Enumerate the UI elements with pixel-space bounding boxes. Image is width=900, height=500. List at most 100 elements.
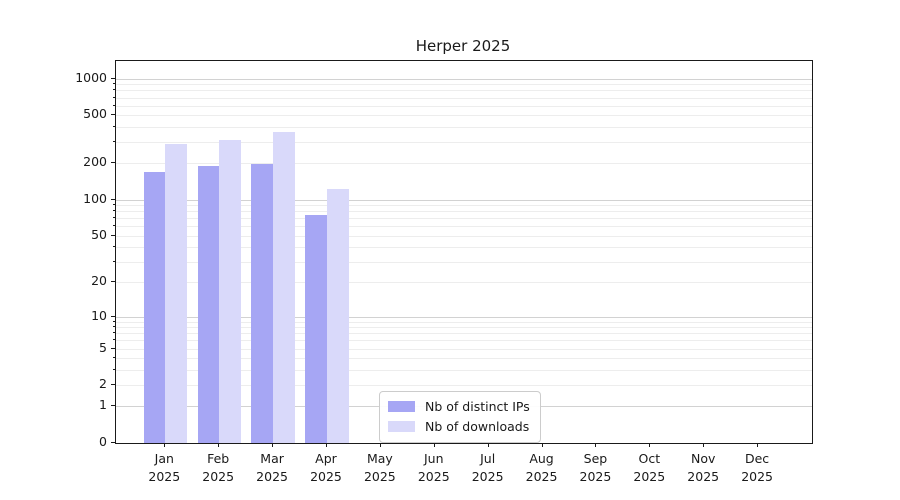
y-tick-mark [111, 77, 115, 79]
y-minor-tick-mark [112, 281, 115, 283]
y-minor-tick-mark [112, 332, 115, 334]
y-gridline-minor [116, 282, 812, 284]
y-tick-label: 2 [99, 376, 107, 392]
x-tick-mark [757, 443, 759, 447]
x-tick-label: Jul 2025 [471, 451, 504, 484]
y-gridline-minor [116, 261, 812, 263]
y-gridline-minor [116, 126, 812, 128]
legend-swatch-downloads [388, 420, 415, 432]
x-tick-mark [433, 443, 435, 447]
bar-distinct-ips [143, 171, 166, 443]
legend: Nb of distinct IPs Nb of downloads [379, 391, 541, 443]
y-tick-label: 20 [91, 273, 107, 289]
y-tick-label: 10 [91, 307, 107, 323]
y-minor-tick-mark [112, 125, 115, 127]
y-gridline-minor [116, 385, 812, 387]
x-tick-mark [595, 443, 597, 447]
y-gridline-minor [116, 333, 812, 335]
y-minor-tick-mark [112, 89, 115, 91]
legend-row: Nb of distinct IPs [388, 397, 530, 417]
y-minor-tick-mark [112, 162, 115, 164]
y-gridline-minor [116, 340, 812, 342]
bar-distinct-ips [305, 215, 327, 443]
y-gridline-minor [116, 97, 812, 99]
bar-distinct-ips [251, 164, 274, 443]
y-tick-label: 100 [83, 190, 107, 206]
y-gridline-minor [116, 115, 812, 117]
chart-title: Herper 2025 [415, 37, 511, 55]
y-minor-tick-mark [112, 368, 115, 370]
y-gridline-minor [116, 348, 812, 350]
x-tick-mark [541, 443, 543, 447]
y-minor-tick-mark [112, 347, 115, 349]
bar-downloads [165, 143, 187, 443]
y-gridline-minor [116, 358, 812, 360]
x-tick-mark [379, 443, 381, 447]
y-minor-tick-mark [112, 210, 115, 212]
legend-swatch-distinct-ips [388, 401, 415, 413]
x-tick-label: Dec 2025 [741, 451, 773, 484]
y-tick-label: 200 [83, 154, 107, 170]
legend-row: Nb of downloads [388, 417, 530, 437]
y-gridline-minor [116, 321, 812, 323]
y-gridline-minor [116, 105, 812, 107]
x-tick-mark [703, 443, 705, 447]
y-tick-mark [111, 405, 115, 407]
y-tick-label: 5 [99, 339, 107, 355]
y-minor-tick-mark [112, 96, 115, 98]
y-minor-tick-mark [112, 234, 115, 236]
y-gridline-minor [116, 163, 812, 165]
y-tick-mark [111, 198, 115, 200]
y-minor-tick-mark [112, 104, 115, 106]
y-minor-tick-mark [112, 384, 115, 386]
x-tick-label: Mar 2025 [256, 451, 288, 484]
bar-distinct-ips [197, 166, 220, 443]
y-gridline-minor [116, 247, 812, 249]
y-minor-tick-mark [112, 326, 115, 328]
y-gridline-minor [116, 142, 812, 144]
y-gridline-minor [116, 90, 812, 92]
y-gridline-major [116, 316, 812, 318]
x-tick-mark [164, 443, 166, 447]
y-minor-tick-mark [112, 246, 115, 248]
x-tick-label: Feb 2025 [202, 451, 235, 484]
y-minor-tick-mark [112, 83, 115, 85]
y-gridline-minor [116, 84, 812, 86]
x-tick-mark [272, 443, 274, 447]
legend-label: Nb of downloads [425, 418, 530, 434]
x-tick-mark [325, 443, 327, 447]
y-minor-tick-mark [112, 320, 115, 322]
y-minor-tick-mark [112, 357, 115, 359]
x-tick-label: Jun 2025 [417, 451, 450, 484]
x-tick-mark [487, 443, 489, 447]
legend-label: Nb of distinct IPs [425, 399, 530, 415]
y-minor-tick-mark [112, 141, 115, 143]
y-gridline-major [116, 199, 812, 201]
y-tick-label: 500 [83, 106, 107, 122]
x-tick-label: Nov 2025 [687, 451, 720, 484]
y-tick-mark [111, 315, 115, 317]
y-minor-tick-mark [112, 339, 115, 341]
y-tick-label: 50 [91, 226, 107, 242]
x-tick-mark [649, 443, 651, 447]
bar-downloads [219, 139, 241, 443]
y-gridline-minor [116, 369, 812, 371]
y-tick-label: 1000 [75, 69, 107, 85]
bar-downloads [273, 131, 295, 443]
y-tick-label: 0 [99, 434, 107, 449]
y-minor-tick-mark [112, 204, 115, 206]
y-tick-label: 1 [99, 397, 107, 413]
y-tick-mark [111, 442, 115, 443]
x-tick-label: May 2025 [363, 451, 396, 484]
bar-downloads [326, 188, 349, 443]
y-gridline-minor [116, 327, 812, 329]
x-tick-label: Jan 2025 [148, 451, 181, 484]
x-tick-label: Apr 2025 [310, 451, 342, 484]
y-gridline-minor [116, 218, 812, 220]
y-minor-tick-mark [112, 225, 115, 227]
y-gridline-major [116, 78, 812, 80]
y-gridline-minor [116, 205, 812, 207]
y-gridline-minor [116, 235, 812, 237]
y-gridline-minor [116, 211, 812, 213]
